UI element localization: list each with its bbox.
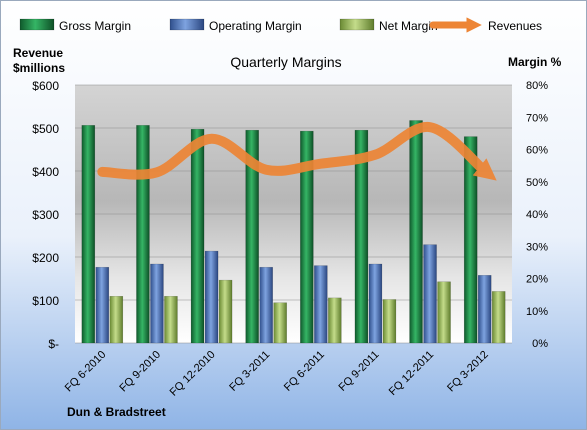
right-tick-label: 70%	[526, 112, 548, 124]
right-tick-label: 80%	[526, 80, 548, 92]
bar-gross-margin-fq-9-2011	[354, 129, 369, 344]
right-tick-label: 20%	[526, 274, 548, 286]
bar-operating-margin-fq-6-2010	[95, 266, 110, 344]
company-label: Dun & Bradstreet	[67, 405, 166, 419]
right-axis-ticks: 80% 70% 60% 50% 40% 30% 20% 10% 0%	[526, 80, 548, 350]
bar-gross-margin-fq-6-2010	[81, 125, 96, 344]
left-tick-label: $300	[32, 208, 59, 222]
bar-net-margin-fq-3-2011	[273, 302, 287, 344]
left-tick-label: $500	[32, 122, 59, 136]
bar-gross-margin-fq-12-2011	[409, 120, 423, 344]
bar-net-margin-fq-6-2010	[109, 295, 124, 344]
left-tick-label: $600	[32, 79, 59, 93]
legend-label-net-margin: Net Margin	[379, 19, 438, 33]
bar-gross-margin-fq-9-2010	[136, 125, 150, 344]
legend-label-operating-margin: Operating Margin	[209, 19, 302, 33]
left-tick-label: $-	[48, 337, 59, 351]
bar-gross-margin-fq-6-2011	[300, 130, 314, 344]
bar-net-margin-fq-12-2010	[218, 279, 233, 344]
legend-swatch-net-margin	[339, 18, 375, 31]
bar-operating-margin-fq-12-2011	[423, 244, 437, 344]
bar-net-margin-fq-9-2011	[382, 299, 397, 344]
left-axis-label-line2: $millions	[13, 61, 65, 75]
bar-operating-margin-fq-12-2010	[204, 250, 219, 344]
legend-swatch-gross-margin	[19, 18, 55, 31]
left-axis-label-line1: Revenue	[13, 46, 63, 60]
bar-net-margin-fq-3-2012	[491, 291, 506, 344]
left-tick-label: $100	[32, 294, 59, 308]
left-tick-label: $400	[32, 165, 59, 179]
right-axis-label: Margin %	[508, 55, 562, 69]
bar-operating-margin-fq-3-2012	[477, 275, 492, 344]
bar-operating-margin-fq-9-2010	[150, 263, 164, 344]
legend: Gross Margin Operating Margin Net Margin Re…	[19, 17, 542, 33]
bar-gross-margin-fq-12-2010	[190, 128, 205, 344]
bars	[81, 120, 506, 344]
bar-net-margin-fq-9-2010	[164, 295, 178, 344]
bar-net-margin-fq-12-2011	[437, 281, 451, 344]
left-tick-label: $200	[32, 251, 59, 265]
right-tick-label: 50%	[526, 177, 548, 189]
left-axis-ticks: $600 $500 $400 $300 $200 $100 $-	[32, 79, 59, 351]
bar-operating-margin-fq-9-2011	[368, 263, 383, 344]
bar-gross-margin-fq-3-2012	[463, 136, 478, 344]
right-tick-label: 30%	[526, 241, 548, 253]
series-line-revenues	[97, 122, 497, 181]
right-tick-label: 40%	[526, 209, 548, 221]
legend-label-revenues: Revenues	[488, 19, 542, 33]
legend-label-gross-margin: Gross Margin	[59, 19, 131, 33]
right-tick-label: 0%	[532, 338, 548, 350]
right-tick-label: 10%	[526, 306, 548, 318]
right-tick-label: 60%	[526, 145, 548, 157]
bar-net-margin-fq-6-2011	[328, 297, 342, 344]
chart-title: Quarterly Margins	[230, 54, 341, 70]
revenue-line	[97, 122, 497, 181]
bar-operating-margin-fq-3-2011	[259, 266, 273, 344]
bar-gross-margin-fq-3-2011	[245, 129, 259, 344]
legend-swatch-operating-margin	[169, 18, 205, 31]
bar-operating-margin-fq-6-2011	[314, 265, 328, 344]
